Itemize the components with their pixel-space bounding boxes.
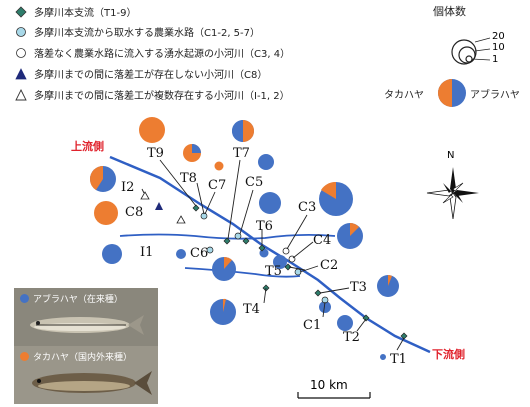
photo-takaha-label: タカハヤ（国内外来種） bbox=[33, 353, 133, 363]
fish-takaha-icon bbox=[32, 371, 152, 395]
white-circle-icon bbox=[14, 47, 28, 59]
site-label-c2: C2 bbox=[320, 258, 339, 273]
pie-orange-top-left bbox=[139, 117, 165, 143]
photo-abura-caption: アブラハヤ（在来種） bbox=[20, 292, 123, 305]
pie-t5-area bbox=[273, 255, 287, 269]
pie-left-large bbox=[89, 166, 116, 192]
photo-abura-label: アブラハヤ（在来種） bbox=[33, 295, 123, 305]
pie-i1-left bbox=[102, 244, 122, 264]
fish-abura-icon bbox=[30, 315, 144, 335]
upstream-label: 上流側 bbox=[71, 140, 104, 153]
pie-c3-large bbox=[319, 181, 353, 216]
site-markers-c-intake bbox=[200, 212, 329, 304]
legend-c-intake-row: 多摩川本支流から取水する農業水路（C1-2, 5-7） bbox=[14, 24, 260, 39]
photo-abura: アブラハヤ（在来種） bbox=[14, 288, 158, 346]
legend-c8-row: 多摩川までの間に落差工が存在しない小河川（C8） bbox=[14, 66, 267, 81]
size-legend-10: 10 bbox=[492, 42, 505, 53]
site-label-t6: T6 bbox=[256, 219, 273, 234]
site-markers-t bbox=[192, 204, 408, 340]
light-blue-circle-icon bbox=[14, 26, 28, 38]
blue-dot-icon bbox=[20, 294, 29, 303]
site-label-t9: T9 bbox=[147, 146, 164, 161]
scale-bar-label: 10 km bbox=[310, 378, 348, 392]
pie-t2-area bbox=[337, 315, 353, 331]
pie-legend-abura-label: アブラハヤ bbox=[470, 90, 520, 101]
site-marker-c8 bbox=[155, 202, 163, 210]
size-legend-1: 1 bbox=[492, 54, 499, 65]
white-triangle-icon bbox=[14, 88, 28, 101]
legend-t-label: 多摩川本支流（T1-9） bbox=[34, 8, 137, 19]
site-label-c1: C1 bbox=[303, 318, 322, 333]
site-label-t3: T3 bbox=[350, 280, 367, 295]
size-legend-circles bbox=[451, 37, 491, 65]
pie-c8-orange bbox=[94, 201, 118, 225]
site-label-c8: C8 bbox=[125, 205, 144, 220]
legend-t-row: 多摩川本支流（T1-9） bbox=[14, 4, 136, 19]
pie-t7-top bbox=[232, 120, 254, 142]
legend-i-label: 多摩川までの間に落差工が複数存在する小河川（I-1, 2） bbox=[34, 91, 290, 102]
pie-c4-area bbox=[337, 223, 363, 249]
tributary-lower-line bbox=[184, 267, 301, 278]
site-label-c4: C4 bbox=[313, 233, 332, 248]
legend-i-row: 多摩川までの間に落差工が複数存在する小河川（I-1, 2） bbox=[14, 87, 290, 102]
site-label-t4: T4 bbox=[243, 302, 260, 317]
size-legend-title: 個体数 bbox=[433, 5, 466, 18]
pie-i1-small bbox=[176, 249, 186, 259]
pie-c1-area bbox=[319, 301, 331, 313]
navy-triangle-icon bbox=[14, 67, 28, 80]
site-label-t7: T7 bbox=[233, 146, 250, 161]
site-label-c6: C6 bbox=[190, 246, 209, 261]
leader-lines bbox=[141, 159, 405, 351]
pie-t9-area bbox=[183, 144, 201, 162]
site-label-i2: I2 bbox=[121, 180, 135, 195]
pie-t7-right bbox=[258, 154, 274, 170]
pie-c6-left bbox=[212, 256, 236, 281]
site-label-i1: I1 bbox=[140, 245, 154, 260]
downstream-label: 下流側 bbox=[432, 348, 465, 361]
site-label-t2: T2 bbox=[343, 330, 360, 345]
site-label-c3: C3 bbox=[298, 200, 317, 215]
tama-river-main-line bbox=[109, 155, 431, 354]
pie-t1-area bbox=[380, 354, 386, 360]
pie-c5-area bbox=[259, 192, 281, 214]
size-legend-20: 20 bbox=[492, 31, 505, 42]
north-arrow-icon bbox=[426, 167, 479, 220]
tributary-upper-line bbox=[119, 233, 336, 240]
pie-small-orange bbox=[214, 161, 224, 171]
scale-bar bbox=[297, 392, 371, 399]
site-marker-i1 bbox=[176, 215, 186, 224]
legend-c-intake-label: 多摩川本支流から取水する農業水路（C1-2, 5-7） bbox=[34, 28, 261, 39]
pie-legend-icon bbox=[438, 79, 466, 107]
north-label: N bbox=[447, 150, 455, 161]
pie-legend-takaha-label: タカハヤ bbox=[384, 90, 424, 101]
legend-c-spring-row: 落差なく農業水路に流入する湧水起源の小河川（C3, 4） bbox=[14, 45, 290, 60]
diamond-marker-icon bbox=[14, 5, 28, 18]
site-label-c7: C7 bbox=[208, 178, 227, 193]
site-label-t5: T5 bbox=[265, 264, 282, 279]
legend-c-spring-label: 落差なく農業水路に流入する湧水起源の小河川（C3, 4） bbox=[34, 49, 291, 60]
pie-t4-area bbox=[210, 298, 236, 325]
site-label-t1: T1 bbox=[390, 352, 407, 367]
site-label-t8: T8 bbox=[180, 171, 197, 186]
photo-takaha: タカハヤ（国内外来種） bbox=[14, 346, 158, 404]
site-label-c5: C5 bbox=[245, 175, 264, 190]
pie-t3-area bbox=[377, 275, 399, 297]
photo-takaha-caption: タカハヤ（国内外来種） bbox=[20, 350, 132, 363]
orange-dot-icon bbox=[20, 352, 29, 361]
legend-c8-label: 多摩川までの間に落差工が存在しない小河川（C8） bbox=[34, 70, 268, 81]
site-marker-i2 bbox=[140, 191, 150, 200]
